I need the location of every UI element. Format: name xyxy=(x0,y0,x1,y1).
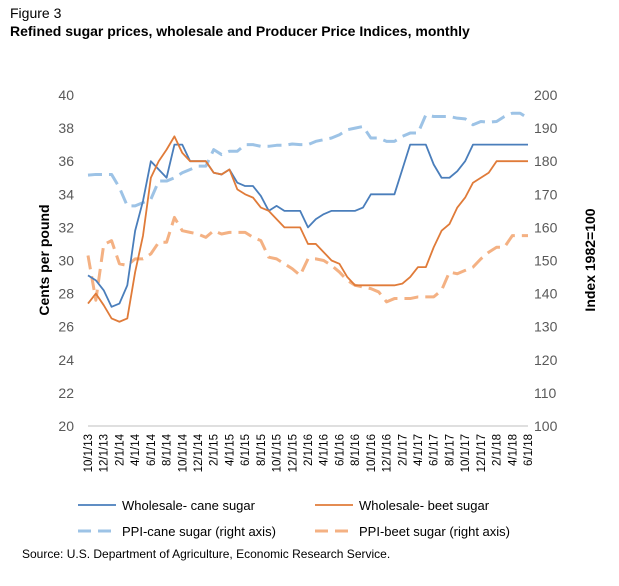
x-tick-label: 6/1/17 xyxy=(429,434,441,466)
series-line-wholesale-beet-sugar xyxy=(87,135,528,323)
series-layer xyxy=(86,111,529,323)
x-tick-label: 6/1/16 xyxy=(334,434,346,466)
y-tick-label-left: 28 xyxy=(58,286,74,302)
y-tick-label-left: 24 xyxy=(58,352,74,368)
y-tick-label-right: 150 xyxy=(534,253,558,269)
y-tick-label-left: 38 xyxy=(58,120,74,136)
legend-entry-label: PPI-beet sugar (right axis) xyxy=(359,524,510,539)
series-line-wholesale-cane-sugar xyxy=(87,143,528,308)
left-axis-ticks: 20 22 24 26 28 30 32 34 36 38 40 xyxy=(58,87,74,434)
y-tick-label-right: 160 xyxy=(534,219,558,235)
y-tick-label-left: 26 xyxy=(58,319,74,335)
y-tick-label-right: 170 xyxy=(534,186,558,202)
x-tick-label: 6/1/14 xyxy=(146,433,158,466)
x-tick-label: 12/1/17 xyxy=(476,434,488,472)
x-tick-label: 6/1/18 xyxy=(523,434,535,466)
y-axis-title-right: Index 1982=100 xyxy=(582,208,598,311)
legend: Wholesale- cane sugar Wholesale- beet sug… xyxy=(78,498,510,539)
x-tick-label: 10/1/14 xyxy=(177,433,189,472)
x-tick-label: 8/1/16 xyxy=(350,434,362,466)
x-tick-label: 8/1/17 xyxy=(444,434,456,466)
y-tick-label-right: 200 xyxy=(534,87,558,103)
y-tick-label-left: 40 xyxy=(58,87,74,103)
legend-entry-label: PPI-cane sugar (right axis) xyxy=(122,524,276,539)
y-tick-label-right: 130 xyxy=(534,319,558,335)
figure-label: Figure 3 xyxy=(10,5,62,21)
y-tick-label-right: 190 xyxy=(534,120,558,136)
y-axis-title-left: Cents per pound xyxy=(36,204,52,315)
x-tick-label: 10/1/17 xyxy=(460,434,472,472)
x-tick-label: 2/1/15 xyxy=(209,434,221,466)
y-tick-label-left: 34 xyxy=(58,186,74,202)
series-line-ppi-cane-sugar-right-axis xyxy=(87,111,529,208)
series-line-ppi-beet-sugar-right-axis xyxy=(86,215,528,304)
right-axis-ticks: 100 110 120 130 140 150 160 170 180 190 200 xyxy=(534,87,558,434)
x-axis-ticks: 10/1/13 12/1/13 2/1/14 4/1/14 6/1/14 8/1/14 10… xyxy=(83,433,535,472)
x-tick-label: 4/1/14 xyxy=(130,433,142,466)
y-tick-label-left: 22 xyxy=(58,385,74,401)
x-tick-label: 12/1/13 xyxy=(99,434,111,472)
x-tick-label: 12/1/14 xyxy=(193,433,205,472)
x-tick-label: 2/1/16 xyxy=(303,434,315,466)
y-tick-label-left: 36 xyxy=(58,153,74,169)
x-tick-label: 4/1/16 xyxy=(319,434,331,466)
y-tick-label-left: 32 xyxy=(58,219,74,235)
y-tick-label-right: 110 xyxy=(534,385,557,401)
y-tick-label-right: 120 xyxy=(534,352,558,368)
y-tick-label-right: 140 xyxy=(534,286,558,302)
y-tick-label-left: 20 xyxy=(58,418,74,434)
source-note: Source: U.S. Department of Agriculture, … xyxy=(22,547,391,561)
y-tick-label-right: 100 xyxy=(534,418,558,434)
x-tick-label: 4/1/15 xyxy=(224,434,236,466)
x-tick-label: 2/1/14 xyxy=(114,433,126,466)
x-tick-label: 8/1/15 xyxy=(256,434,268,466)
x-tick-label: 2/1/17 xyxy=(397,434,409,466)
x-tick-label: 10/1/16 xyxy=(366,434,378,472)
chart-title: Refined sugar prices, wholesale and Prod… xyxy=(10,23,470,39)
x-tick-label: 10/1/15 xyxy=(272,434,284,472)
x-tick-label: 8/1/14 xyxy=(162,433,174,466)
y-tick-label-right: 180 xyxy=(534,153,558,169)
x-tick-label: 10/1/13 xyxy=(83,434,95,472)
x-tick-label: 12/1/16 xyxy=(382,434,394,472)
x-tick-label: 12/1/15 xyxy=(287,434,299,472)
x-tick-label: 4/1/18 xyxy=(507,434,519,466)
y-tick-label-left: 30 xyxy=(58,253,74,269)
legend-entry-label: Wholesale- beet sugar xyxy=(359,498,490,513)
x-tick-label: 4/1/17 xyxy=(413,434,425,466)
x-tick-label: 2/1/18 xyxy=(492,434,504,466)
legend-entry-label: Wholesale- cane sugar xyxy=(122,498,256,513)
x-tick-label: 6/1/15 xyxy=(240,434,252,466)
